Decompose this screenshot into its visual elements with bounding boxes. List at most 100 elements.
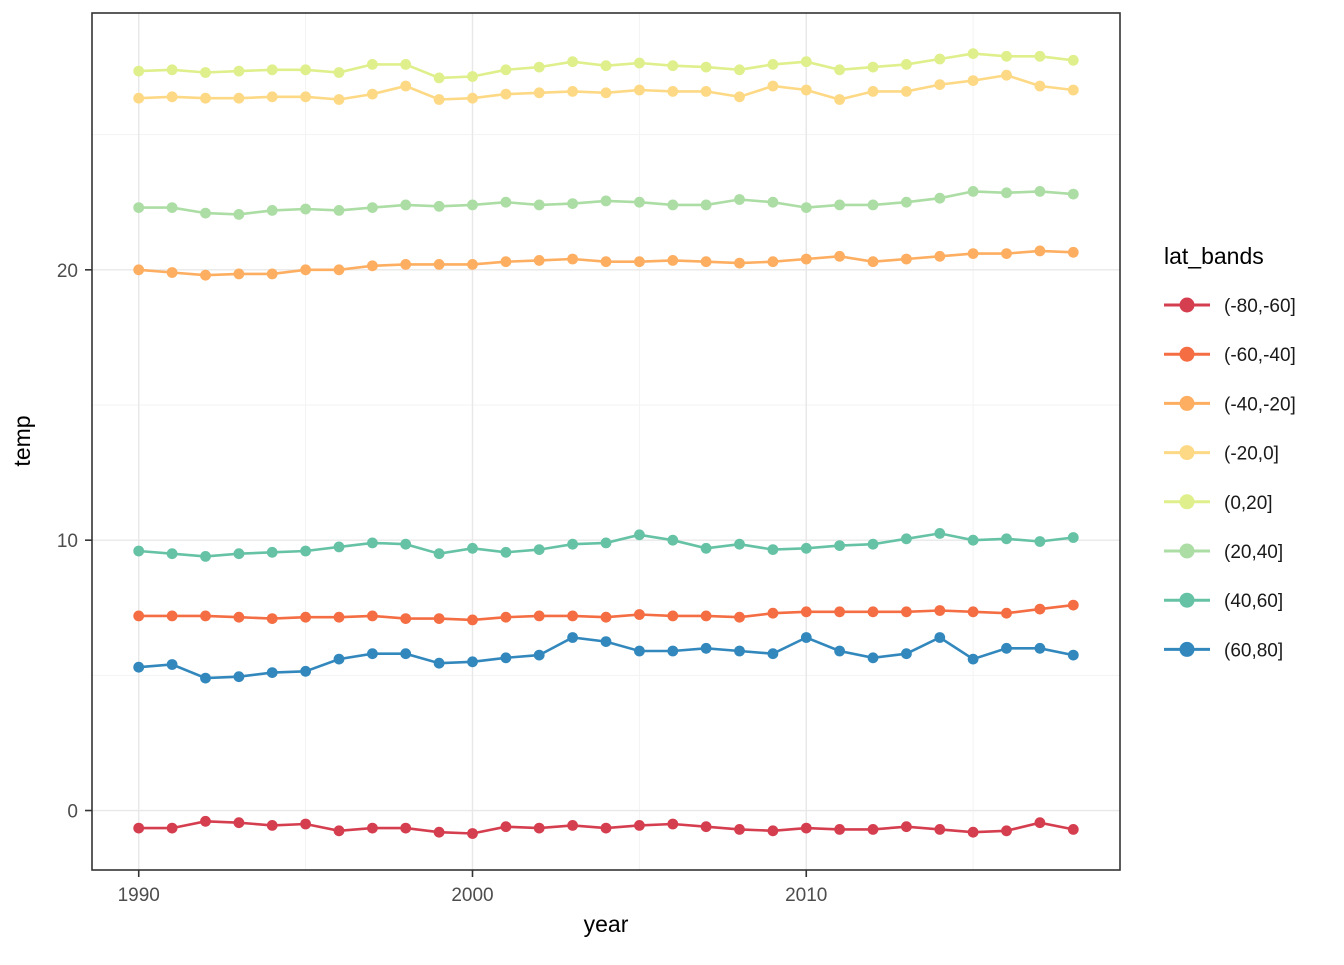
data-point: [867, 652, 879, 664]
data-point: [166, 659, 178, 670]
data-point: [233, 65, 245, 77]
series-lines-and-points: [133, 48, 1079, 839]
data-point: [901, 606, 912, 618]
data-point: [400, 80, 412, 92]
legend-label: (60,80]: [1224, 640, 1283, 661]
data-point: [433, 613, 445, 624]
legend-key-point: [1179, 346, 1195, 362]
data-point: [767, 196, 779, 208]
data-point: [834, 250, 845, 262]
data-point: [467, 92, 478, 104]
data-point: [901, 59, 912, 70]
data-point: [967, 248, 979, 259]
data-point: [200, 551, 211, 562]
data-point: [767, 648, 779, 660]
data-point: [567, 86, 578, 97]
legend-item-(0,20]: (0,20]: [1164, 493, 1273, 514]
data-point: [133, 65, 145, 77]
data-point: [767, 825, 779, 837]
data-point: [1001, 187, 1012, 199]
data-point: [1001, 248, 1012, 259]
data-point: [834, 645, 845, 657]
data-point: [1001, 533, 1012, 545]
data-point: [634, 196, 645, 208]
data-point: [333, 264, 345, 276]
data-point: [734, 194, 745, 205]
data-point: [300, 818, 311, 830]
data-point: [300, 545, 311, 557]
data-point: [133, 202, 145, 214]
legend-item-(60,80]: (60,80]: [1164, 640, 1283, 661]
data-point: [500, 611, 512, 623]
data-point: [567, 198, 578, 210]
data-point: [600, 87, 612, 99]
data-point: [200, 610, 211, 622]
legend-label: (-60,-40]: [1224, 345, 1296, 366]
data-point: [967, 534, 979, 546]
data-point: [266, 268, 278, 280]
y-tick-label: 20: [57, 261, 78, 282]
data-point: [1067, 824, 1079, 835]
legend-key-point: [1179, 445, 1195, 461]
data-point: [1001, 825, 1012, 837]
data-point: [367, 59, 378, 70]
data-point: [800, 822, 812, 834]
data-point: [867, 199, 879, 211]
data-point: [767, 544, 779, 555]
data-point: [500, 196, 512, 208]
data-point: [634, 57, 645, 69]
data-point: [133, 545, 145, 557]
data-point: [901, 196, 912, 208]
y-tick-label: 10: [57, 531, 78, 552]
data-point: [867, 538, 879, 550]
data-point: [266, 820, 278, 831]
grid-minor-lines: [92, 13, 1120, 870]
data-point: [700, 61, 712, 73]
data-point: [834, 94, 845, 105]
legend-item-(-40,-20]: (-40,-20]: [1164, 394, 1296, 415]
legend-key-point: [1179, 592, 1195, 608]
data-point: [1001, 642, 1012, 654]
data-point: [133, 610, 145, 622]
data-point: [333, 611, 345, 623]
data-point: [767, 256, 779, 268]
data-point: [1067, 84, 1079, 96]
data-point: [901, 533, 912, 545]
data-point: [400, 59, 412, 70]
x-tick-label: 2010: [785, 885, 827, 906]
data-point: [367, 648, 378, 660]
data-point: [367, 202, 378, 214]
data-point: [467, 71, 478, 82]
data-point: [767, 607, 779, 619]
data-point: [734, 91, 745, 103]
data-point: [667, 818, 679, 830]
data-point: [467, 656, 478, 668]
data-point: [333, 653, 345, 665]
data-point: [767, 80, 779, 92]
data-point: [667, 255, 679, 266]
legend-item-(40,60]: (40,60]: [1164, 591, 1283, 612]
data-point: [1034, 245, 1046, 257]
data-point: [867, 606, 879, 618]
data-point: [533, 61, 545, 73]
data-point: [834, 824, 845, 835]
data-point: [400, 613, 412, 624]
data-point: [700, 821, 712, 833]
legend-key-point: [1179, 395, 1195, 411]
data-point: [1001, 50, 1012, 62]
data-point: [600, 636, 612, 647]
data-point: [667, 86, 679, 97]
data-point: [300, 203, 311, 215]
legend-item-(-60,-40]: (-60,-40]: [1164, 345, 1296, 366]
data-point: [1034, 817, 1046, 829]
data-point: [433, 94, 445, 105]
data-point: [467, 542, 478, 554]
data-point: [400, 648, 412, 660]
data-point: [400, 199, 412, 211]
legend: (-80,-60] (-60,-40] (-40,-20] (-20,0] (0,20]…: [1164, 296, 1296, 661]
data-point: [400, 822, 412, 834]
data-point: [433, 72, 445, 84]
data-point: [533, 822, 545, 834]
data-point: [567, 632, 578, 643]
